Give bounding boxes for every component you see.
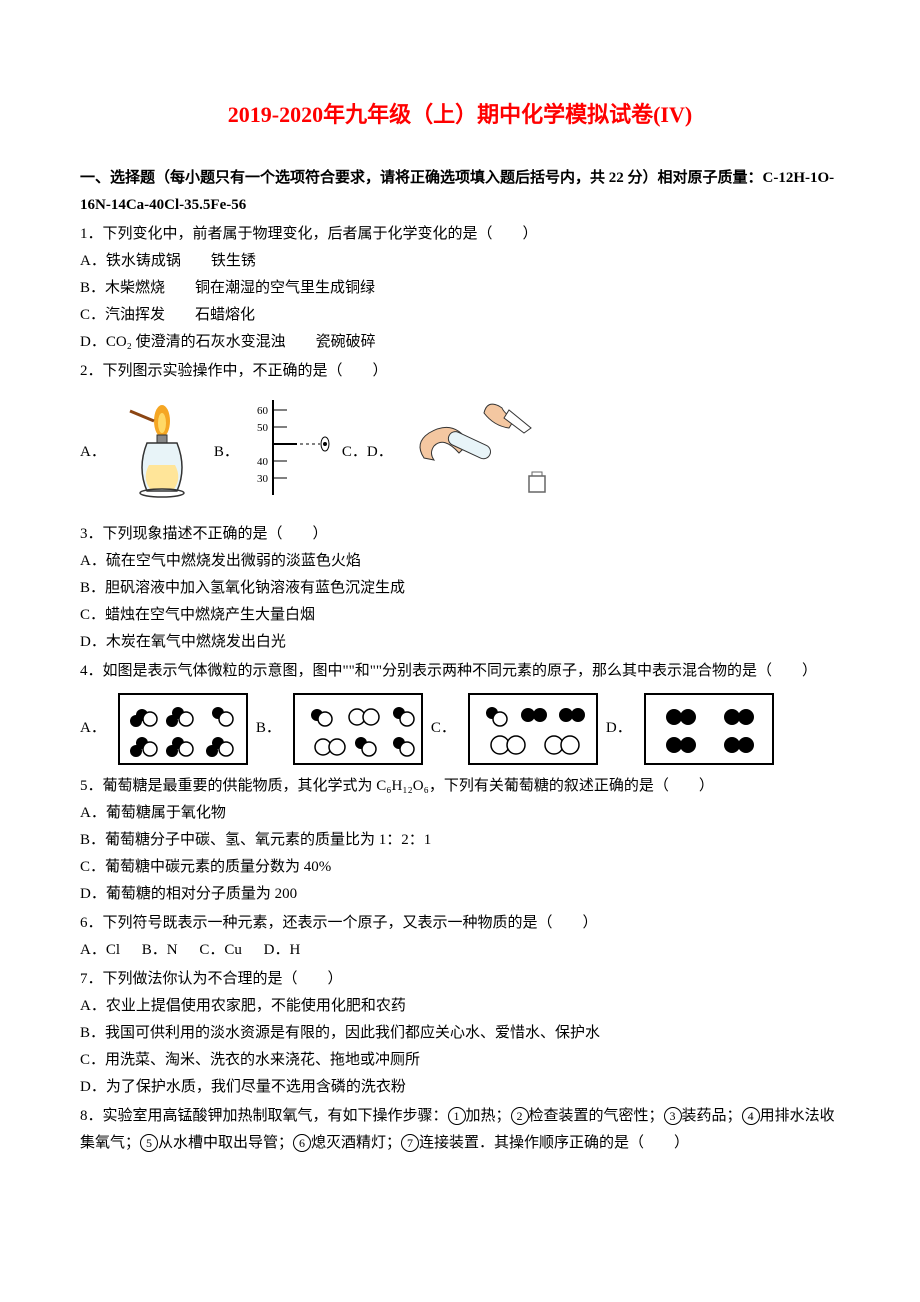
step-7-icon: 7 — [401, 1134, 419, 1152]
q2-options-row: A． B． 60 50 40 30 C．D． — [80, 393, 840, 513]
q7-option-d: D．为了保护水质，我们尽量不选用含磷的洗衣粉 — [80, 1074, 840, 1101]
step-2-icon: 2 — [511, 1107, 529, 1125]
q4-label-d: D． — [606, 715, 632, 742]
q1-option-b: B．木柴燃烧 铜在潮湿的空气里生成铜绿 — [80, 275, 840, 302]
graduated-cylinder-icon: 60 50 40 30 — [255, 395, 330, 510]
q4-options-row: A． B． C． D． — [80, 693, 840, 765]
q8-step3: 装药品； — [682, 1108, 742, 1124]
q5-option-a: A．葡萄糖属于氧化物 — [80, 800, 840, 827]
q4-stem: 4．如图是表示气体微粒的示意图，图中""和""分别表示两种不同元素的原子，那么其… — [80, 658, 840, 685]
q8-stem-part1: 8．实验室用高锰酸钾加热制取氧气，有如下操作步骤： — [80, 1108, 448, 1124]
q3-stem: 3．下列现象描述不正确的是（ ） — [80, 521, 840, 548]
q1-stem: 1．下列变化中，前者属于物理变化，后者属于化学变化的是（ ） — [80, 221, 840, 248]
q6-option-c: C．Cu — [199, 942, 242, 958]
q8-step5: 从水槽中取出导管； — [158, 1135, 293, 1151]
q7-option-a: A．农业上提倡使用农家肥，不能使用化肥和农药 — [80, 993, 840, 1020]
q7-stem: 7．下列做法你认为不合理的是（ ） — [80, 966, 840, 993]
step-1-icon: 1 — [448, 1107, 466, 1125]
q8-step6: 熄灭酒精灯； — [311, 1135, 401, 1151]
q5-option-c: C．葡萄糖中碳元素的质量分数为 40% — [80, 854, 840, 881]
q8-step1: 加热； — [466, 1108, 511, 1124]
q8-stem: 8．实验室用高锰酸钾加热制取氧气，有如下操作步骤：1加热；2检查装置的气密性；3… — [80, 1103, 840, 1157]
section-header: 一、选择题（每小题只有一个选项符合要求，请将正确选项填入题后括号内，共 22 分… — [80, 165, 840, 219]
particle-diagram-a — [118, 693, 248, 765]
svg-text:30: 30 — [257, 473, 269, 485]
test-tube-pour-icon — [409, 398, 554, 508]
q7-option-c: C．用洗菜、淘米、洗衣的水来浇花、拖地或冲厕所 — [80, 1047, 840, 1074]
q1-option-d: D．CO₂ 使澄清的石灰水变混浊 瓷碗破碎 — [80, 329, 840, 356]
q5-stem: 5．葡萄糖是最重要的供能物质，其化学式为 C₆H₁₂O₆，下列有关葡萄糖的叙述正… — [80, 773, 840, 800]
svg-text:60: 60 — [257, 405, 269, 417]
q3-option-d: D．木炭在氧气中燃烧发出白光 — [80, 629, 840, 656]
q6-stem: 6．下列符号既表示一种元素，还表示一个原子，又表示一种物质的是（ ） — [80, 910, 840, 937]
q4-label-b: B． — [256, 715, 281, 742]
alcohol-lamp-icon — [122, 393, 202, 513]
particle-diagram-d — [644, 693, 774, 765]
q1-option-c: C．汽油挥发 石蜡熔化 — [80, 302, 840, 329]
q3-option-b: B．胆矾溶液中加入氢氧化钠溶液有蓝色沉淀生成 — [80, 575, 840, 602]
q2-stem: 2．下列图示实验操作中，不正确的是（ ） — [80, 358, 840, 385]
q4-label-c: C． — [431, 715, 456, 742]
svg-text:50: 50 — [257, 422, 269, 434]
q4-label-a: A． — [80, 715, 106, 742]
svg-text:40: 40 — [257, 456, 269, 468]
q2-label-cd: C．D． — [342, 439, 393, 466]
step-4-icon: 4 — [742, 1107, 760, 1125]
page-title: 2019-2020年九年级（上）期中化学模拟试卷(IV) — [80, 95, 840, 135]
q1-option-a: A．铁水铸成锅 铁生锈 — [80, 248, 840, 275]
q5-option-d: D．葡萄糖的相对分子质量为 200 — [80, 881, 840, 908]
step-5-icon: 5 — [140, 1134, 158, 1152]
q6-option-b: B．N — [142, 942, 178, 958]
q8-step7: 连接装置．其操作顺序正确的是（ ） — [419, 1135, 689, 1151]
q6-option-a: A．Cl — [80, 942, 120, 958]
q3-option-c: C．蜡烛在空气中燃烧产生大量白烟 — [80, 602, 840, 629]
q6-option-d: D．H — [264, 942, 301, 958]
step-3-icon: 3 — [664, 1107, 682, 1125]
particle-diagram-b — [293, 693, 423, 765]
q5-option-b: B．葡萄糖分子中碳、氢、氧元素的质量比为 1：2：1 — [80, 827, 840, 854]
q2-label-b: B． — [214, 439, 239, 466]
q8-step2: 检查装置的气密性； — [529, 1108, 664, 1124]
step-6-icon: 6 — [293, 1134, 311, 1152]
q2-label-a: A． — [80, 439, 106, 466]
particle-diagram-c — [468, 693, 598, 765]
q3-option-a: A．硫在空气中燃烧发出微弱的淡蓝色火焰 — [80, 548, 840, 575]
q6-options: A．Cl B．N C．Cu D．H — [80, 942, 318, 958]
q7-option-b: B．我国可供利用的淡水资源是有限的，因此我们都应关心水、爱惜水、保护水 — [80, 1020, 840, 1047]
